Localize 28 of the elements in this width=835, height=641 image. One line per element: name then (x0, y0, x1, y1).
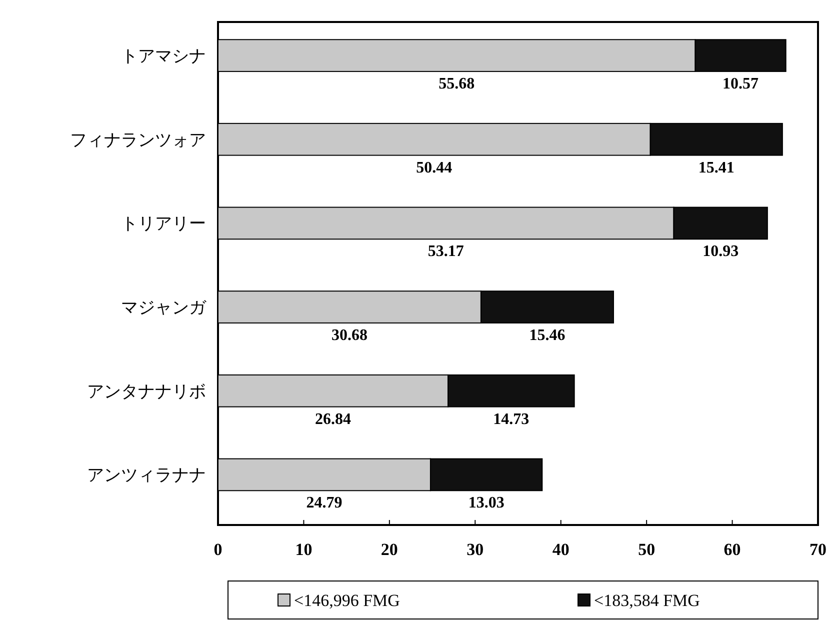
data-label: 13.03 (468, 494, 504, 512)
data-label: 26.84 (315, 410, 352, 428)
y-tick-label: マジャンガ (121, 298, 207, 318)
data-label: 10.93 (702, 243, 739, 260)
data-label: 50.44 (416, 159, 452, 176)
x-tick-label: 70 (810, 540, 826, 559)
y-tick-label: トアマシナ (121, 46, 206, 66)
y-tick-label: トリアリー (121, 214, 206, 234)
x-tick-label: 40 (552, 540, 570, 559)
data-label: 30.68 (331, 326, 368, 344)
legend-label: <183,584 FMG (594, 591, 700, 610)
data-label: 14.73 (493, 410, 530, 428)
x-tick-label: 30 (466, 540, 484, 559)
data-label: 15.46 (529, 326, 566, 344)
data-label: 10.57 (722, 75, 759, 92)
data-label: 24.79 (306, 494, 342, 512)
y-tick-label: アンタナナリボ (87, 382, 206, 401)
data-label: 15.41 (698, 159, 734, 176)
x-tick-label: 20 (380, 540, 398, 559)
x-tick-label: 0 (214, 540, 222, 559)
x-tick-label: 60 (724, 540, 741, 559)
y-tick-label: フィナランツォア (70, 130, 206, 150)
y-tick-label: アンツィラナナ (87, 466, 206, 485)
data-label: 55.68 (438, 75, 475, 92)
x-tick-label: 50 (638, 540, 656, 559)
data-label: 53.17 (428, 243, 464, 260)
x-tick-label: 10 (295, 540, 312, 559)
legend-label: <146,996 FMG (294, 591, 400, 610)
